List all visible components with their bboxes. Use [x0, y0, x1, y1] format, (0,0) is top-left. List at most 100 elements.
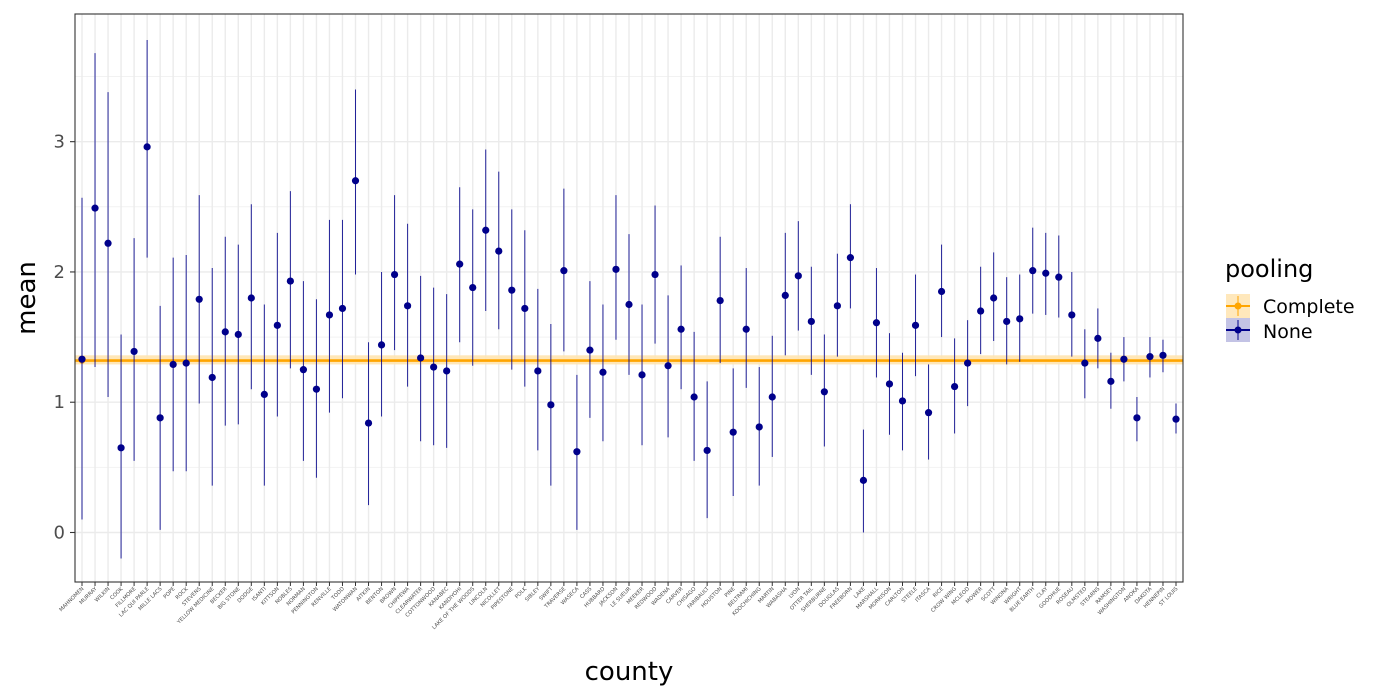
y-tick-label: 1: [54, 392, 65, 413]
legend-key-none-dot: [1234, 326, 1242, 334]
data-point: [234, 330, 242, 339]
data-point: [573, 448, 581, 456]
data-point: [924, 409, 933, 417]
data-point: [1042, 269, 1050, 277]
data-point: [286, 277, 294, 285]
data-point: [469, 283, 477, 292]
data-point: [794, 272, 802, 280]
data-point: [1159, 351, 1167, 359]
data-point: [364, 419, 373, 427]
data-point: [599, 368, 607, 376]
data-point: [664, 362, 672, 370]
data-point: [703, 446, 711, 455]
data-point: [495, 247, 503, 255]
data-point: [742, 325, 750, 333]
y-tick-label: 2: [54, 262, 65, 283]
data-point: [195, 295, 203, 303]
data-point: [417, 354, 425, 362]
data-point: [91, 204, 99, 212]
data-point: [833, 302, 841, 310]
data-point: [78, 355, 86, 363]
legend-label-complete: Complete: [1263, 296, 1355, 318]
data-point: [247, 294, 255, 302]
data-point: [403, 302, 412, 310]
data-point: [807, 317, 815, 326]
data-point: [638, 371, 646, 379]
data-point: [1068, 311, 1076, 319]
data-point: [781, 291, 789, 299]
data-point: [260, 390, 268, 399]
legend-key-none: [1226, 318, 1250, 342]
data-point: [820, 388, 828, 396]
y-axis-title: mean: [12, 261, 42, 335]
data-point: [208, 373, 216, 382]
data-point: [1172, 415, 1180, 423]
data-point: [117, 444, 125, 452]
data-point: [1133, 414, 1141, 422]
data-point: [1029, 267, 1037, 275]
data-point: [1016, 315, 1024, 323]
legend-key-complete-dot: [1234, 302, 1242, 310]
legend-title: pooling: [1225, 255, 1313, 283]
data-point: [143, 143, 151, 151]
legend-label-none: None: [1263, 321, 1313, 343]
x-tick-label: ITASCA: [914, 586, 932, 604]
data-point: [950, 382, 959, 391]
data-point: [456, 260, 464, 268]
data-point: [221, 328, 229, 336]
data-point: [325, 311, 334, 319]
legend: pooling Complete None: [1225, 255, 1355, 343]
data-point: [312, 385, 321, 393]
y-tick-label: 3: [54, 132, 65, 153]
data-point: [755, 423, 763, 431]
data-point: [1146, 353, 1154, 361]
data-point: [508, 286, 516, 294]
data-point: [716, 297, 724, 305]
data-point: [443, 367, 451, 375]
data-point: [1081, 359, 1089, 367]
data-point: [104, 239, 112, 247]
data-point: [169, 360, 177, 369]
data-point: [560, 267, 568, 275]
data-point: [1120, 355, 1128, 363]
y-tick-label: 0: [54, 522, 65, 543]
data-point: [1055, 273, 1063, 281]
data-point: [521, 304, 529, 313]
data-point: [612, 265, 620, 273]
legend-key-complete: [1226, 294, 1250, 318]
data-point: [377, 341, 386, 349]
data-point: [586, 346, 594, 354]
data-point: [964, 359, 972, 367]
data-point: [690, 393, 698, 401]
data-point: [182, 359, 190, 367]
data-point: [846, 254, 855, 262]
data-point: [1003, 317, 1011, 326]
data-point: [1094, 334, 1102, 342]
data-point: [677, 325, 685, 333]
x-tick-label: SIBLEY: [524, 586, 542, 604]
data-point: [651, 270, 659, 279]
data-point: [1107, 377, 1115, 385]
data-point: [911, 321, 920, 329]
data-point: [534, 367, 542, 375]
no-pooling-layer: [78, 40, 1180, 559]
data-point: [937, 287, 946, 296]
data-point: [482, 226, 490, 234]
data-point: [156, 414, 164, 422]
data-point: [390, 270, 399, 279]
data-point: [351, 177, 360, 185]
data-point: [768, 393, 776, 401]
data-point: [299, 366, 308, 374]
data-point: [547, 401, 555, 409]
data-point: [130, 347, 138, 356]
y-axis: 0 1 2 3: [54, 132, 75, 543]
data-point: [977, 307, 985, 315]
data-point: [430, 363, 438, 371]
data-point: [859, 476, 868, 484]
data-point: [338, 304, 347, 313]
data-point: [898, 397, 907, 405]
data-point: [625, 300, 633, 309]
data-point: [990, 294, 998, 302]
